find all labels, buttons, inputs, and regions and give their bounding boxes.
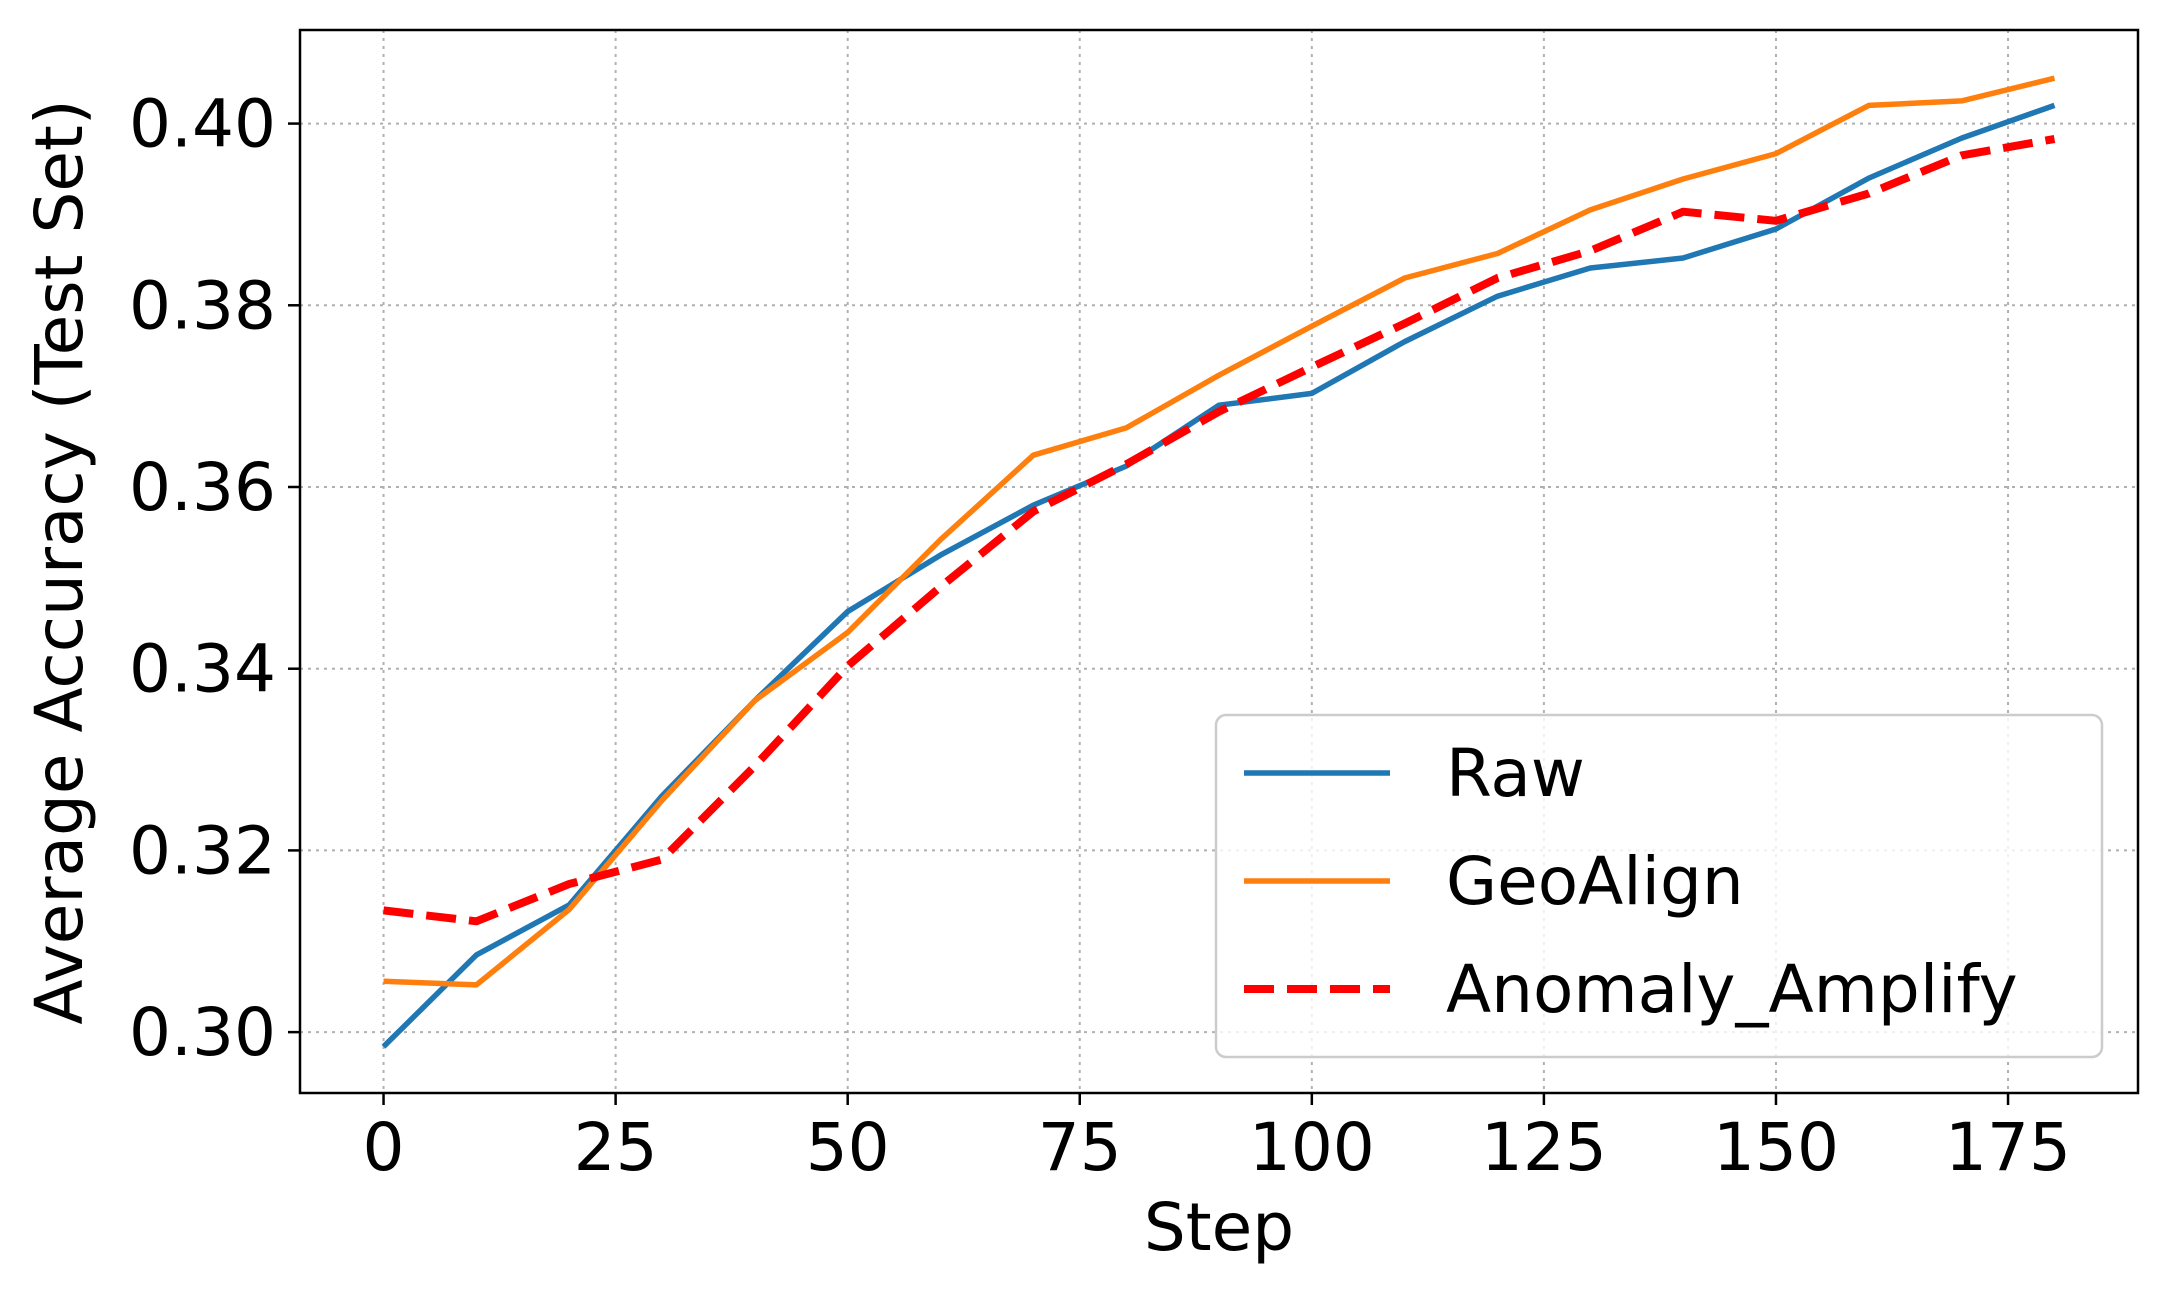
y-tick-label: 0.32 (129, 812, 276, 889)
x-tick-label: 50 (806, 1109, 890, 1186)
x-tick-label: 150 (1713, 1109, 1839, 1186)
y-tick-label: 0.36 (129, 449, 276, 526)
y-tick-label: 0.38 (129, 267, 276, 344)
x-axis-title: Step (1144, 1189, 1294, 1266)
y-tick-label: 0.30 (129, 994, 276, 1071)
x-tick-label: 25 (574, 1109, 658, 1186)
y-tick-label: 0.34 (129, 631, 276, 708)
legend-label: Anomaly_Amplify (1446, 951, 2018, 1028)
legend-label: Raw (1446, 735, 1585, 812)
x-tick-label: 75 (1038, 1109, 1122, 1186)
y-tick-label: 0.40 (129, 86, 276, 163)
legend-label: GeoAlign (1446, 843, 1744, 920)
legend: Raw GeoAlign Anomaly_Amplify (1216, 715, 2102, 1057)
x-tick-label: 175 (1945, 1109, 2071, 1186)
x-tick-label: 0 (363, 1109, 405, 1186)
x-tick-label: 100 (1249, 1109, 1375, 1186)
x-tick-label: 125 (1481, 1109, 1607, 1186)
y-axis-title: Average Accuracy (Test Set) (21, 99, 98, 1024)
